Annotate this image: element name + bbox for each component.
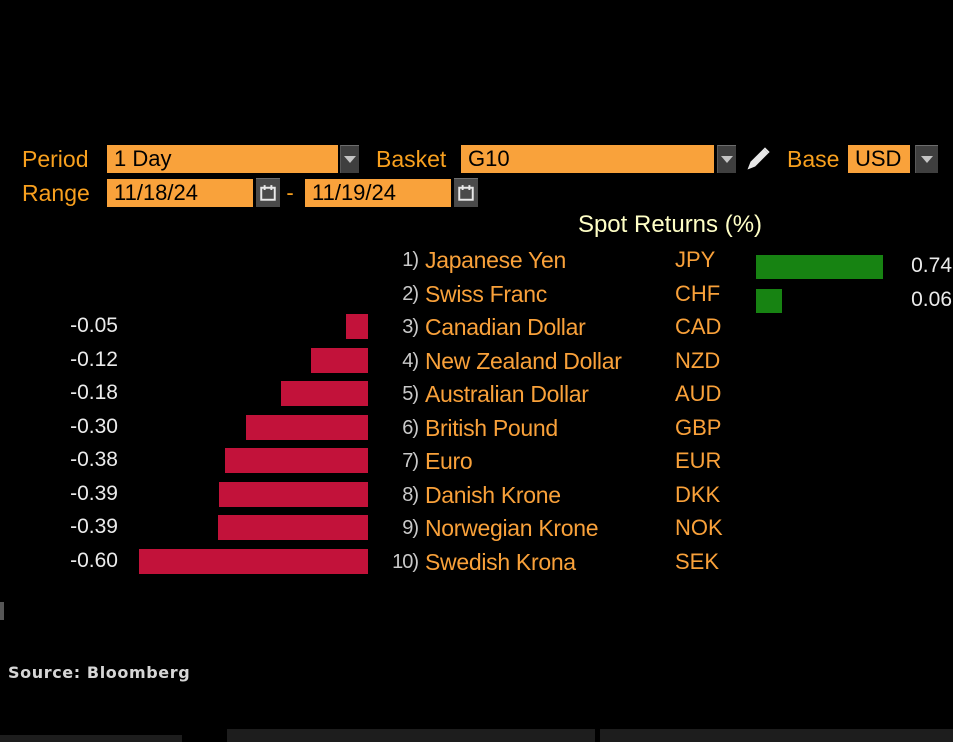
row-currency-name: Euro bbox=[425, 448, 473, 474]
row-currency-name: New Zealand Dollar bbox=[425, 347, 622, 374]
range-end-calendar-button[interactable] bbox=[454, 178, 478, 207]
row-currency-name: British Pound bbox=[425, 414, 558, 441]
row-value-label: -0.39 bbox=[70, 515, 118, 538]
row-currency-code: CAD bbox=[675, 314, 722, 339]
row-rank: 6) bbox=[402, 416, 419, 439]
negative-bar bbox=[246, 414, 368, 440]
row-rank: 1) bbox=[402, 249, 419, 271]
range-start-input[interactable]: 11/18/24 bbox=[107, 179, 253, 207]
row-currency-code: AUD bbox=[675, 381, 722, 406]
chevron-down-icon bbox=[344, 156, 356, 163]
row-rank: 9) bbox=[402, 517, 419, 539]
row-rank: 2) bbox=[402, 282, 419, 305]
row-value-label: -0.38 bbox=[70, 448, 118, 471]
row-value-label: -0.39 bbox=[70, 481, 118, 505]
row-currency-name: Swedish Krona bbox=[425, 548, 576, 575]
row-currency-name: Danish Krone bbox=[425, 481, 561, 508]
row-currency-name: Australian Dollar bbox=[425, 381, 589, 407]
edit-pencil-icon[interactable] bbox=[744, 145, 772, 173]
negative-bar bbox=[311, 347, 368, 373]
row-rank: 7) bbox=[402, 450, 419, 472]
row-rank: 5) bbox=[402, 383, 419, 405]
row-currency-code: DKK bbox=[675, 481, 721, 507]
bottom-bar-segment bbox=[227, 729, 595, 742]
row-currency-name: Norwegian Krone bbox=[425, 515, 599, 541]
chevron-down-icon bbox=[921, 156, 933, 163]
chevron-down-icon bbox=[721, 156, 733, 163]
period-label: Period bbox=[22, 146, 89, 172]
chart-title: Spot Returns (%) bbox=[577, 211, 763, 238]
negative-bar bbox=[139, 548, 368, 574]
period-dropdown[interactable]: 1 Day bbox=[107, 145, 338, 173]
negative-bar bbox=[281, 381, 368, 406]
source-credit: Source: Bloomberg bbox=[8, 663, 191, 682]
negative-bar bbox=[225, 448, 368, 473]
row-currency-code: SEK bbox=[675, 548, 720, 574]
row-value-label: -0.18 bbox=[70, 381, 118, 404]
calendar-icon bbox=[260, 185, 276, 201]
row-value-label: -0.30 bbox=[70, 414, 118, 438]
row-currency-name: Canadian Dollar bbox=[425, 314, 586, 340]
bottom-bar-segment bbox=[600, 729, 953, 742]
row-value-label: -0.12 bbox=[70, 347, 118, 371]
basket-dropdown-button[interactable] bbox=[717, 145, 736, 173]
bottom-bar-segment bbox=[0, 735, 182, 742]
period-dropdown-button[interactable] bbox=[340, 145, 359, 173]
row-value-label: 0.06 bbox=[911, 287, 952, 311]
base-dropdown[interactable]: USD bbox=[848, 145, 910, 173]
negative-bar bbox=[218, 515, 368, 540]
base-dropdown-button[interactable] bbox=[915, 145, 938, 173]
row-value-label: 0.74 bbox=[911, 254, 952, 277]
row-value-label: -0.05 bbox=[70, 314, 118, 337]
range-start-calendar-button[interactable] bbox=[256, 178, 280, 207]
row-value-label: -0.60 bbox=[70, 548, 118, 572]
row-currency-name: Swiss Franc bbox=[425, 280, 547, 307]
row-currency-code: JPY bbox=[675, 247, 716, 272]
range-end-input[interactable]: 11/19/24 bbox=[305, 179, 451, 207]
negative-bar bbox=[219, 481, 368, 507]
row-currency-code: NZD bbox=[675, 347, 721, 373]
positive-bar bbox=[756, 288, 782, 313]
row-rank: 8) bbox=[402, 483, 419, 506]
calendar-icon bbox=[458, 185, 474, 201]
window-edge-notch bbox=[0, 602, 4, 620]
row-currency-name: Japanese Yen bbox=[425, 247, 566, 273]
row-rank: 4) bbox=[402, 349, 419, 372]
row-currency-code: NOK bbox=[675, 515, 723, 540]
basket-label: Basket bbox=[376, 146, 447, 172]
negative-bar bbox=[346, 314, 368, 339]
row-currency-code: EUR bbox=[675, 448, 722, 473]
range-label: Range bbox=[22, 180, 90, 206]
pencil-glyph bbox=[747, 147, 770, 170]
positive-bar bbox=[756, 255, 883, 279]
range-separator: - bbox=[286, 180, 294, 205]
row-rank: 3) bbox=[402, 316, 419, 338]
base-label: Base bbox=[787, 146, 840, 172]
row-currency-code: CHF bbox=[675, 280, 721, 306]
row-currency-code: GBP bbox=[675, 414, 722, 440]
row-rank: 10) bbox=[392, 550, 419, 573]
basket-dropdown[interactable]: G10 bbox=[461, 145, 714, 173]
